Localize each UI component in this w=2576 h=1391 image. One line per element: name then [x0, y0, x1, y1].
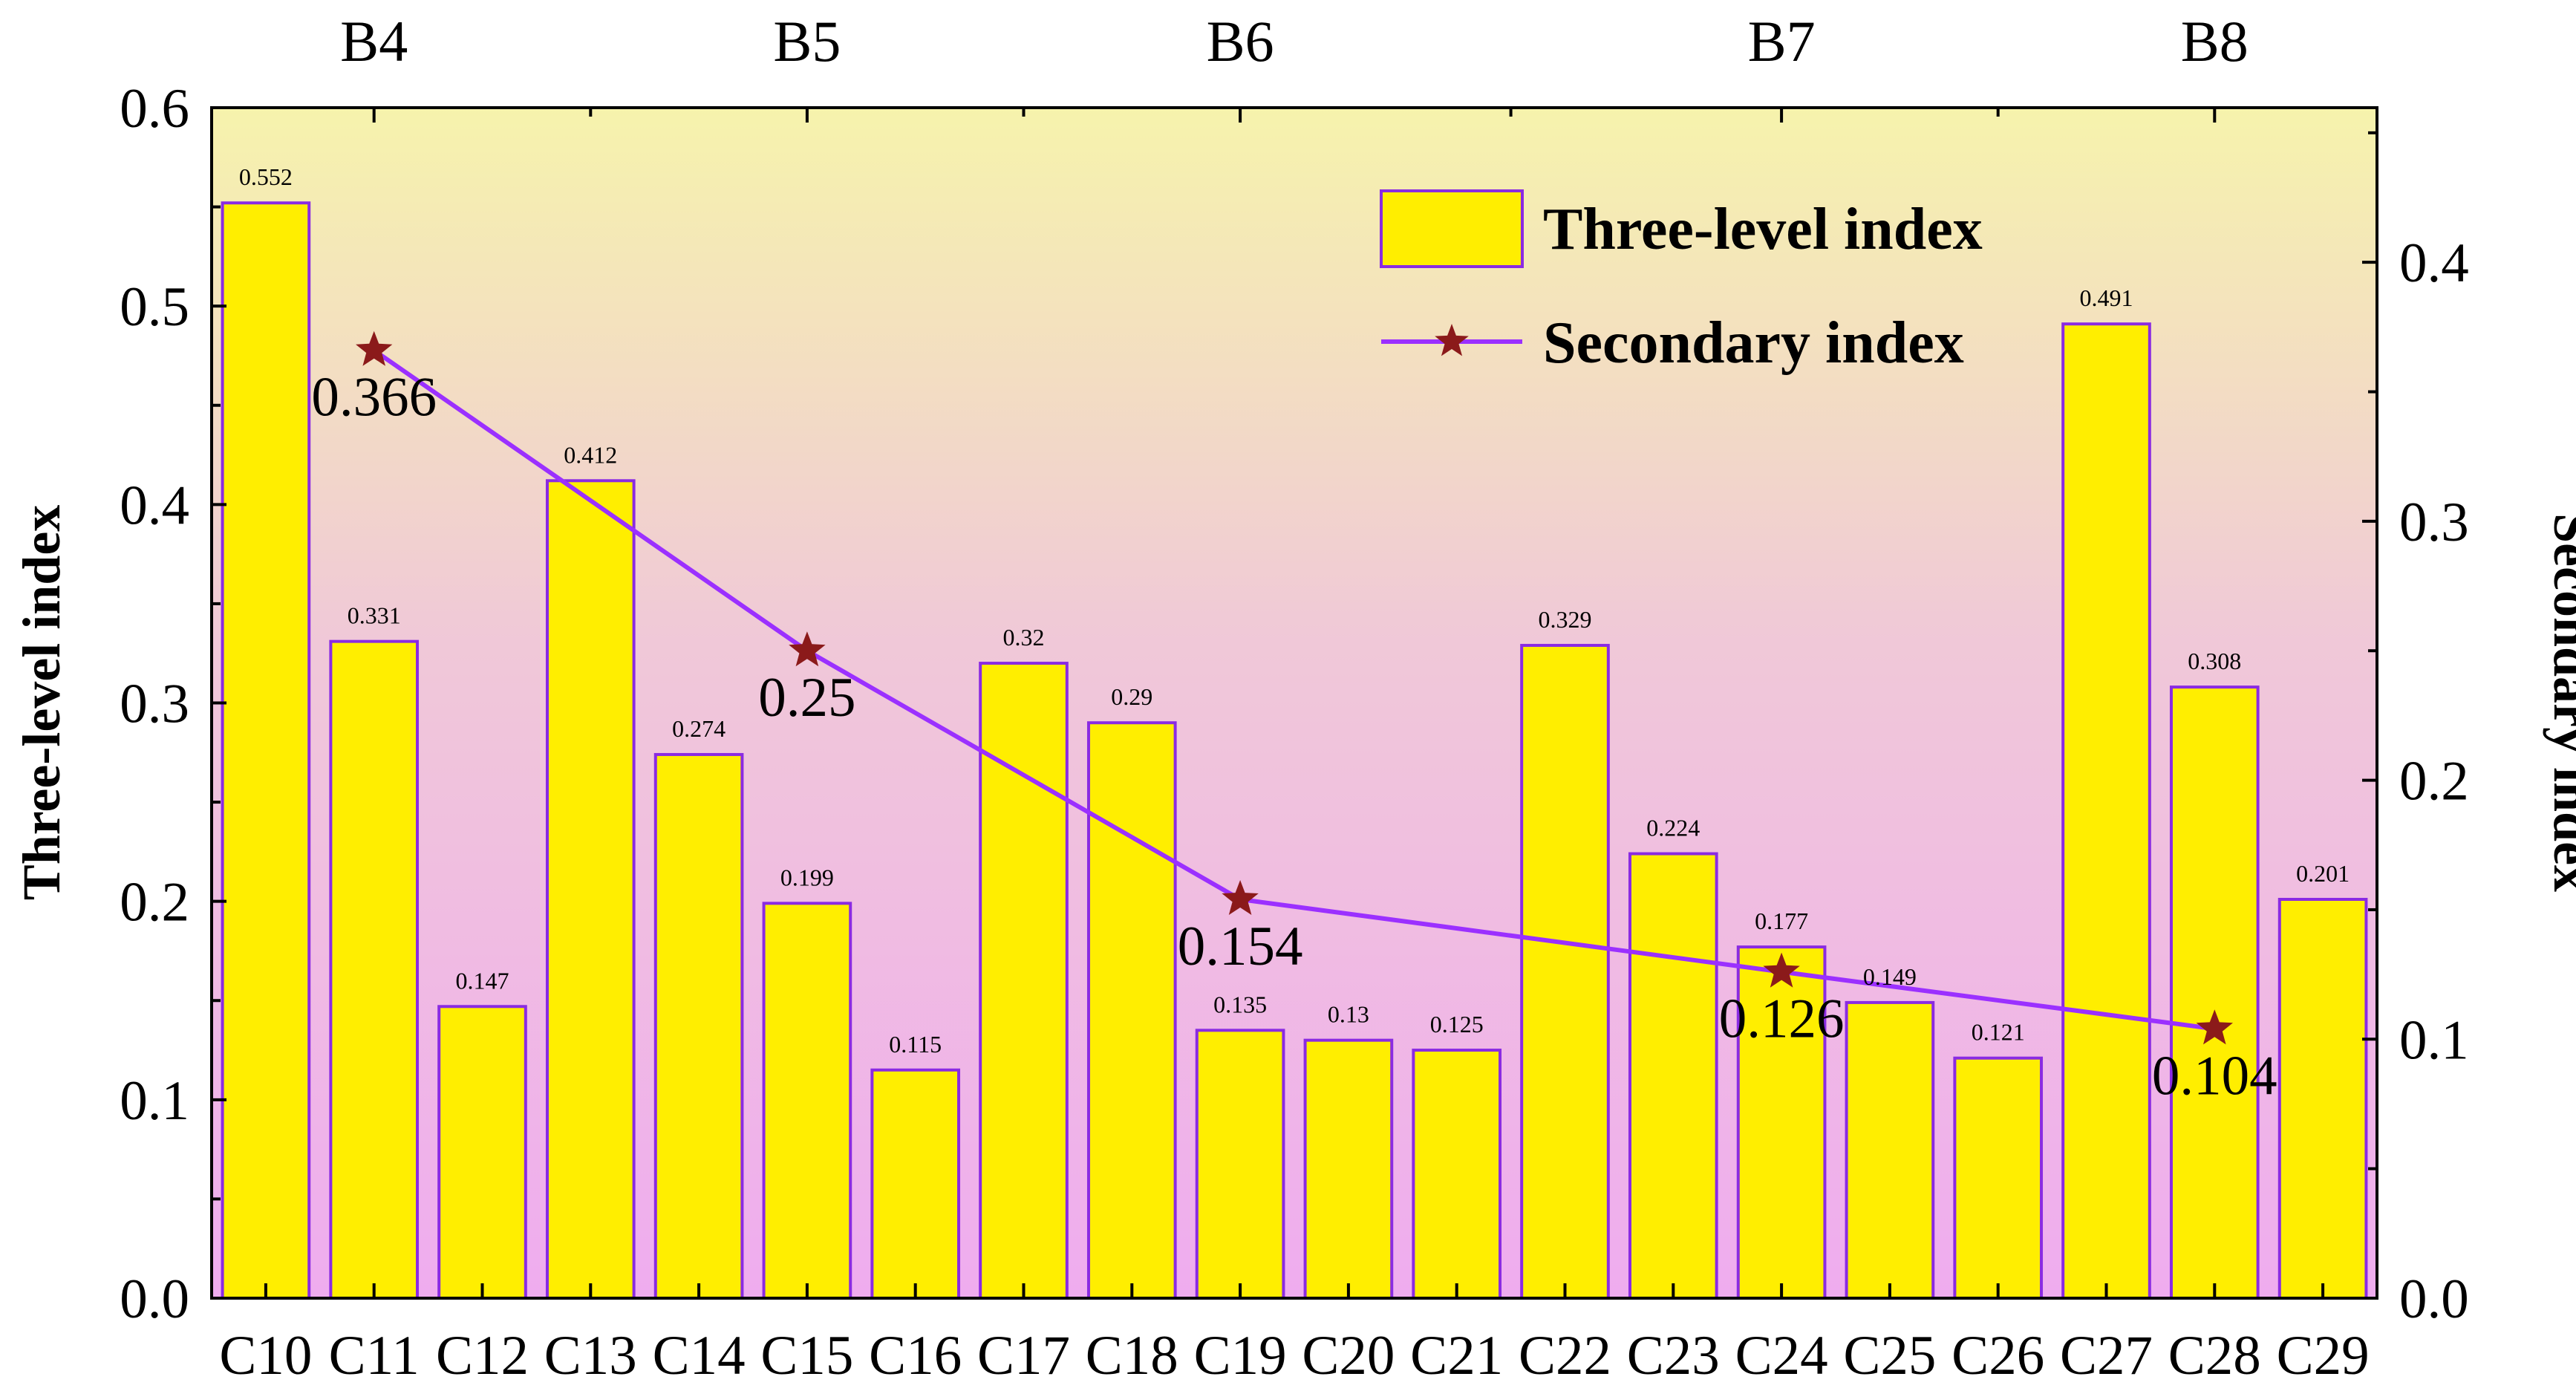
x-tick-label: C16 — [869, 1325, 962, 1387]
bar-c15 — [762, 902, 852, 1300]
y-tick-label: 0.4 — [120, 475, 189, 536]
x-tick-label: C20 — [1302, 1325, 1395, 1387]
secondary-value-label: 0.154 — [1178, 916, 1303, 977]
secondary-star-marker — [789, 631, 826, 667]
bar-value-label: 0.177 — [1755, 908, 1808, 934]
bar-value-label: 0.201 — [2296, 860, 2350, 887]
y2-tick-label: 0.2 — [2399, 751, 2469, 812]
y2-tick-label: 0.1 — [2399, 1009, 2469, 1071]
bar-c12 — [437, 1005, 527, 1300]
y-tick-label: 0.0 — [120, 1268, 189, 1330]
bar-value-label: 0.274 — [672, 715, 725, 742]
bar-c29 — [2277, 897, 2368, 1300]
secondary-star-marker — [356, 330, 393, 366]
plot-area — [212, 108, 2377, 1298]
y2-axis-title: Secondary index — [2543, 513, 2576, 892]
y2-tick-label: 0.3 — [2399, 492, 2469, 553]
bars-layer — [221, 201, 2368, 1300]
bar-c16 — [870, 1068, 961, 1300]
x-tick-label: C11 — [329, 1325, 420, 1387]
y-tick-label: 0.5 — [120, 276, 189, 338]
x-tick-label: C19 — [1194, 1325, 1287, 1387]
bar-c28 — [2169, 685, 2260, 1300]
x-tick-label: C27 — [2060, 1325, 2153, 1387]
x-tick-label: C10 — [219, 1325, 312, 1387]
legend-label-three-level: Three-level index — [1543, 197, 1983, 262]
bar-c19 — [1195, 1029, 1285, 1300]
x-tick-label: C25 — [1843, 1325, 1936, 1387]
y2-tick-label: 0.0 — [2399, 1268, 2469, 1330]
x-tick-label: C21 — [1410, 1325, 1503, 1387]
secondary-star-marker — [1222, 880, 1259, 915]
y-tick-label: 0.2 — [120, 872, 189, 934]
bar-c22 — [1520, 644, 1610, 1300]
secondary-value-label: 0.25 — [758, 667, 855, 729]
secondary-value-label: 0.366 — [311, 367, 437, 429]
x-tick-label: C14 — [653, 1325, 746, 1387]
bar-value-label: 0.121 — [1972, 1019, 2025, 1046]
secondary-line-layer — [356, 330, 2233, 1045]
bar-c10 — [221, 201, 311, 1300]
bar-value-label: 0.149 — [1863, 963, 1917, 990]
bar-value-label: 0.308 — [2188, 648, 2241, 674]
x-tick-label: C13 — [544, 1325, 637, 1387]
bar-c27 — [2061, 322, 2151, 1300]
y-tick-label: 0.1 — [120, 1070, 189, 1132]
x-tick-label: C28 — [2168, 1325, 2261, 1387]
x-tick-label: C12 — [436, 1325, 529, 1387]
bar-c25 — [1845, 1000, 1935, 1300]
bar-c20 — [1303, 1038, 1394, 1300]
bar-value-label: 0.331 — [348, 602, 401, 629]
secondary-star-marker — [2196, 1009, 2233, 1045]
x-tick-label: C24 — [1735, 1325, 1828, 1387]
bar-value-label: 0.552 — [239, 163, 293, 190]
secondary-value-label: 0.126 — [1719, 988, 1845, 1050]
bar-c14 — [653, 752, 744, 1300]
bar-value-label: 0.115 — [889, 1031, 942, 1058]
bar-c26 — [1953, 1056, 2044, 1300]
data-labels-layer: 0.552 0.331 0.147 0.412 0.274 0.199 0.115 0.32 0… — [239, 163, 2350, 1107]
y-axis-title: Three-level index — [12, 505, 71, 901]
x-tick-label: C15 — [760, 1325, 853, 1387]
group-label: B6 — [1207, 9, 1274, 74]
y-tick-label: 0.3 — [120, 674, 189, 735]
ticks-layer: 0.0 0.1 0.2 0.3 0.4 0.5 0.6 0.0 0.1 0.2 0.3 0.4 C10 C… — [120, 9, 2469, 1387]
legend-bar-swatch — [1380, 189, 1524, 268]
bar-c23 — [1628, 852, 1718, 1300]
y-tick-label: 0.6 — [120, 78, 189, 140]
bar-c17 — [979, 662, 1069, 1300]
secondary-star-marker — [1763, 952, 1800, 988]
group-label: B7 — [1748, 9, 1816, 74]
bar-value-label: 0.224 — [1646, 815, 1700, 841]
secondary-value-label: 0.104 — [2152, 1045, 2277, 1107]
bar-c13 — [545, 479, 636, 1300]
bar-value-label: 0.125 — [1430, 1011, 1484, 1037]
legend: Three-level index Secondary index — [1380, 189, 1983, 376]
bar-value-label: 0.147 — [456, 967, 509, 994]
x-tick-label: C22 — [1519, 1325, 1611, 1387]
bar-value-label: 0.491 — [2080, 284, 2133, 311]
x-tick-label: C18 — [1086, 1325, 1178, 1387]
bar-value-label: 0.13 — [1328, 1001, 1369, 1028]
bar-c18 — [1086, 721, 1177, 1300]
bar-value-label: 0.412 — [564, 441, 617, 468]
bar-value-label: 0.329 — [1539, 606, 1592, 633]
bar-c11 — [329, 639, 420, 1300]
y2-tick-label: 0.4 — [2399, 232, 2469, 294]
bar-value-label: 0.199 — [780, 864, 834, 890]
x-tick-label: C26 — [1951, 1325, 2044, 1387]
bar-value-label: 0.135 — [1213, 991, 1267, 1017]
x-tick-label: C29 — [2277, 1325, 2370, 1387]
x-tick-label: C17 — [977, 1325, 1070, 1387]
legend-star-icon — [1435, 324, 1469, 356]
bar-value-label: 0.29 — [1111, 683, 1152, 710]
bar-value-label: 0.32 — [1003, 624, 1045, 651]
group-label: B4 — [340, 9, 408, 74]
group-label: B5 — [773, 9, 841, 74]
group-label: B8 — [2181, 9, 2249, 74]
legend-label-secondary: Secondary index — [1543, 310, 1964, 376]
bar-c21 — [1412, 1049, 1502, 1300]
x-tick-label: C23 — [1627, 1325, 1720, 1387]
